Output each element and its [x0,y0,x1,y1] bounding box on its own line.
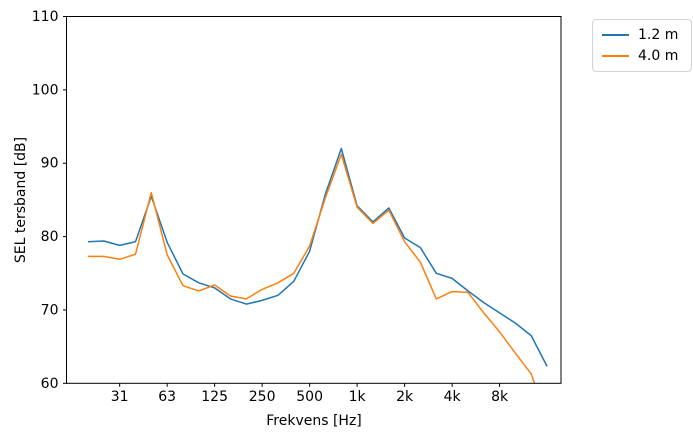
legend-line-sample [602,34,629,36]
y-tick-label: 110 [32,9,59,25]
x-tick-label: 500 [296,389,323,405]
y-tick-label: 90 [41,156,59,172]
x-tick-label: 63 [158,389,176,405]
x-tick-label: 8k [491,389,509,405]
x-tick-label: 250 [249,389,276,405]
x-tick-label: 31 [111,389,129,405]
legend-line-sample [602,55,629,57]
y-tick-label: 100 [32,82,59,98]
x-tick-label: 125 [201,389,228,405]
x-axis-label: Frekvens [Hz] [266,413,362,429]
legend: 1.2 m 4.0 m [592,19,693,72]
y-tick-label: 80 [41,229,59,245]
x-tick-label: 1k [349,389,367,405]
x-tick-label: 2k [396,389,414,405]
legend-entry: 4.0 m [602,49,680,63]
x-tick-label: 4k [444,389,462,405]
series-line-1-2m [87,147,548,367]
legend-entry: 1.2 m [602,28,680,42]
y-tick-label: 70 [41,302,59,318]
series-line-4-0m [88,153,536,384]
legend-entry-label: 4.0 m [638,48,679,64]
y-tick-label: 60 [41,376,59,392]
legend-entry-label: 1.2 m [638,27,679,43]
y-axis-label: SEL tersband [dB] [13,136,29,264]
axes-spines [66,16,562,384]
